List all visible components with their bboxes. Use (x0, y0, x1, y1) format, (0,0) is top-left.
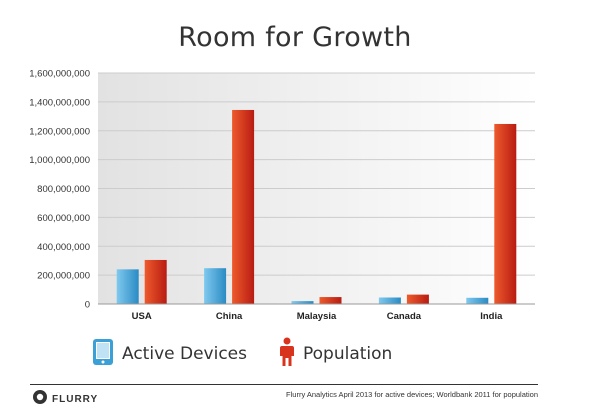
y-tick-label: 400,000,000 (37, 242, 90, 253)
x-tick-label: Canada (387, 311, 422, 322)
bar-active-devices (116, 269, 139, 304)
y-tick-label: 600,000,000 (37, 213, 90, 224)
bar-active-devices (378, 297, 401, 304)
legend-label-population: Population (303, 344, 393, 364)
bar-active-devices (466, 297, 489, 304)
x-tick-label: USA (132, 311, 152, 322)
bar-population (406, 294, 429, 304)
person-icon (279, 337, 295, 372)
tablet-icon (92, 338, 114, 371)
legend: Active Devices Population (92, 337, 424, 372)
bar-population (232, 109, 255, 305)
bar-population (494, 123, 517, 304)
chart-title: Room for Growth (178, 22, 412, 53)
bars (116, 109, 517, 305)
y-tick-label: 1,200,000,000 (29, 126, 90, 137)
legend-label-active-devices: Active Devices (122, 344, 247, 364)
x-tick-label: India (480, 311, 503, 322)
flurry-logo-icon (32, 389, 48, 410)
y-tick-label: 800,000,000 (37, 184, 90, 195)
footer-divider (30, 384, 538, 385)
grid-lines (98, 72, 535, 276)
bar-population (144, 259, 167, 304)
bar-population (319, 297, 342, 304)
legend-item-population: Population (279, 337, 392, 372)
logo-text: FLURRY (52, 394, 99, 405)
legend-item-active-devices: Active Devices (92, 338, 247, 371)
x-axis-labels: USA China Malaysia Canada India (132, 311, 503, 322)
y-tick-label: 1,600,000,000 (29, 69, 90, 80)
bar-active-devices (204, 268, 227, 304)
y-tick-label: 200,000,000 (37, 271, 90, 282)
y-tick-label: 0 (85, 300, 90, 311)
y-tick-label: 1,400,000,000 (29, 97, 90, 108)
x-tick-label: China (216, 311, 243, 322)
source-note: Flurry Analytics April 2013 for active d… (286, 390, 538, 399)
x-tick-label: Malaysia (297, 311, 337, 322)
y-tick-label: 1,000,000,000 (29, 155, 90, 166)
flurry-logo: FLURRY (32, 389, 98, 410)
bar-active-devices (291, 301, 314, 304)
y-axis-labels: 0 200,000,000 400,000,000 600,000,000 800,00… (29, 69, 90, 311)
